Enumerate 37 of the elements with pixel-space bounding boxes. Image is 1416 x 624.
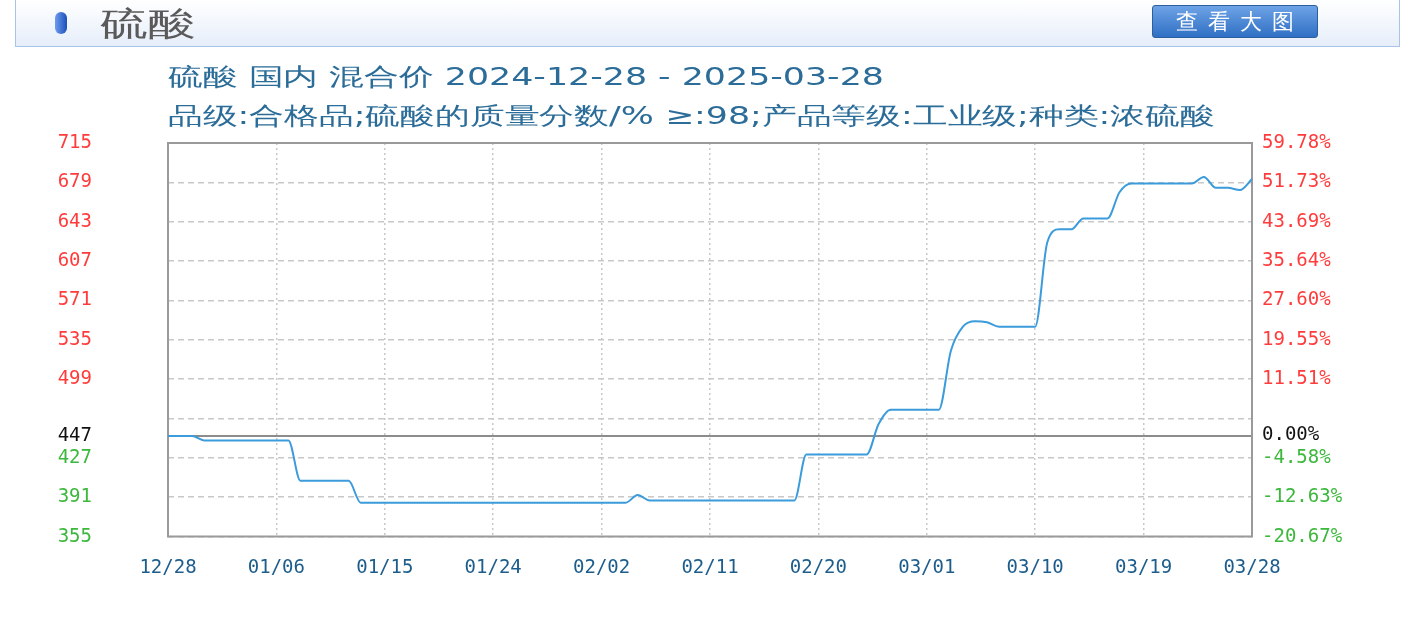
x-tick-label: 03/19: [1115, 554, 1173, 577]
x-tick-label: 03/10: [1006, 554, 1064, 577]
x-tick-label: 03/01: [898, 554, 956, 577]
y2-tick-label: 0.00%: [1262, 422, 1320, 445]
y-tick-label: 643: [57, 208, 92, 231]
y-tick-label: 679: [57, 169, 92, 192]
x-tick-label: 02/11: [681, 554, 739, 577]
y-tick-label: 499: [57, 366, 92, 389]
y2-tick-label: -20.67%: [1262, 523, 1343, 546]
y-tick-label: 715: [57, 129, 92, 152]
x-tick-label: 02/20: [789, 554, 847, 577]
y-tick-label: 607: [57, 248, 92, 271]
y-tick-label: 447: [57, 422, 92, 445]
y-tick-label: 571: [57, 287, 92, 310]
x-tick-label: 12/28: [139, 554, 197, 577]
chart-subtitle: 品级:合格品;硫酸的质量分数/% ≥:98;产品等级:工业级;种类:浓硫酸: [168, 102, 1215, 130]
y2-tick-label: 59.78%: [1262, 129, 1332, 152]
text: 硫酸: [100, 4, 196, 43]
y2-tick-label: 11.51%: [1262, 366, 1332, 389]
y-tick-label: 427: [57, 444, 92, 467]
y2-tick-label: 51.73%: [1262, 169, 1332, 192]
y-tick-label: 355: [57, 523, 92, 546]
line-series: [168, 175, 1252, 504]
x-tick-label: 01/24: [464, 554, 522, 577]
y2-tick-label: 27.60%: [1262, 287, 1332, 310]
y2-tick-label: -12.63%: [1262, 484, 1343, 507]
y2-tick-label: -4.58%: [1262, 444, 1332, 467]
x-tick-label: 02/02: [573, 554, 631, 577]
y-tick-label: 535: [57, 326, 92, 349]
x-tick-label: 01/15: [356, 554, 414, 577]
y-tick-label: 391: [57, 484, 92, 507]
y2-tick-label: 19.55%: [1262, 326, 1332, 349]
chart-title: 硫酸 国内 混合价 2024-12-28 - 2025-03-28: [168, 63, 884, 91]
x-tick-label: 03/28: [1223, 554, 1281, 577]
y2-tick-label: 35.64%: [1262, 248, 1332, 271]
y2-tick-label: 43.69%: [1262, 208, 1332, 231]
x-tick-label: 01/06: [247, 554, 305, 577]
